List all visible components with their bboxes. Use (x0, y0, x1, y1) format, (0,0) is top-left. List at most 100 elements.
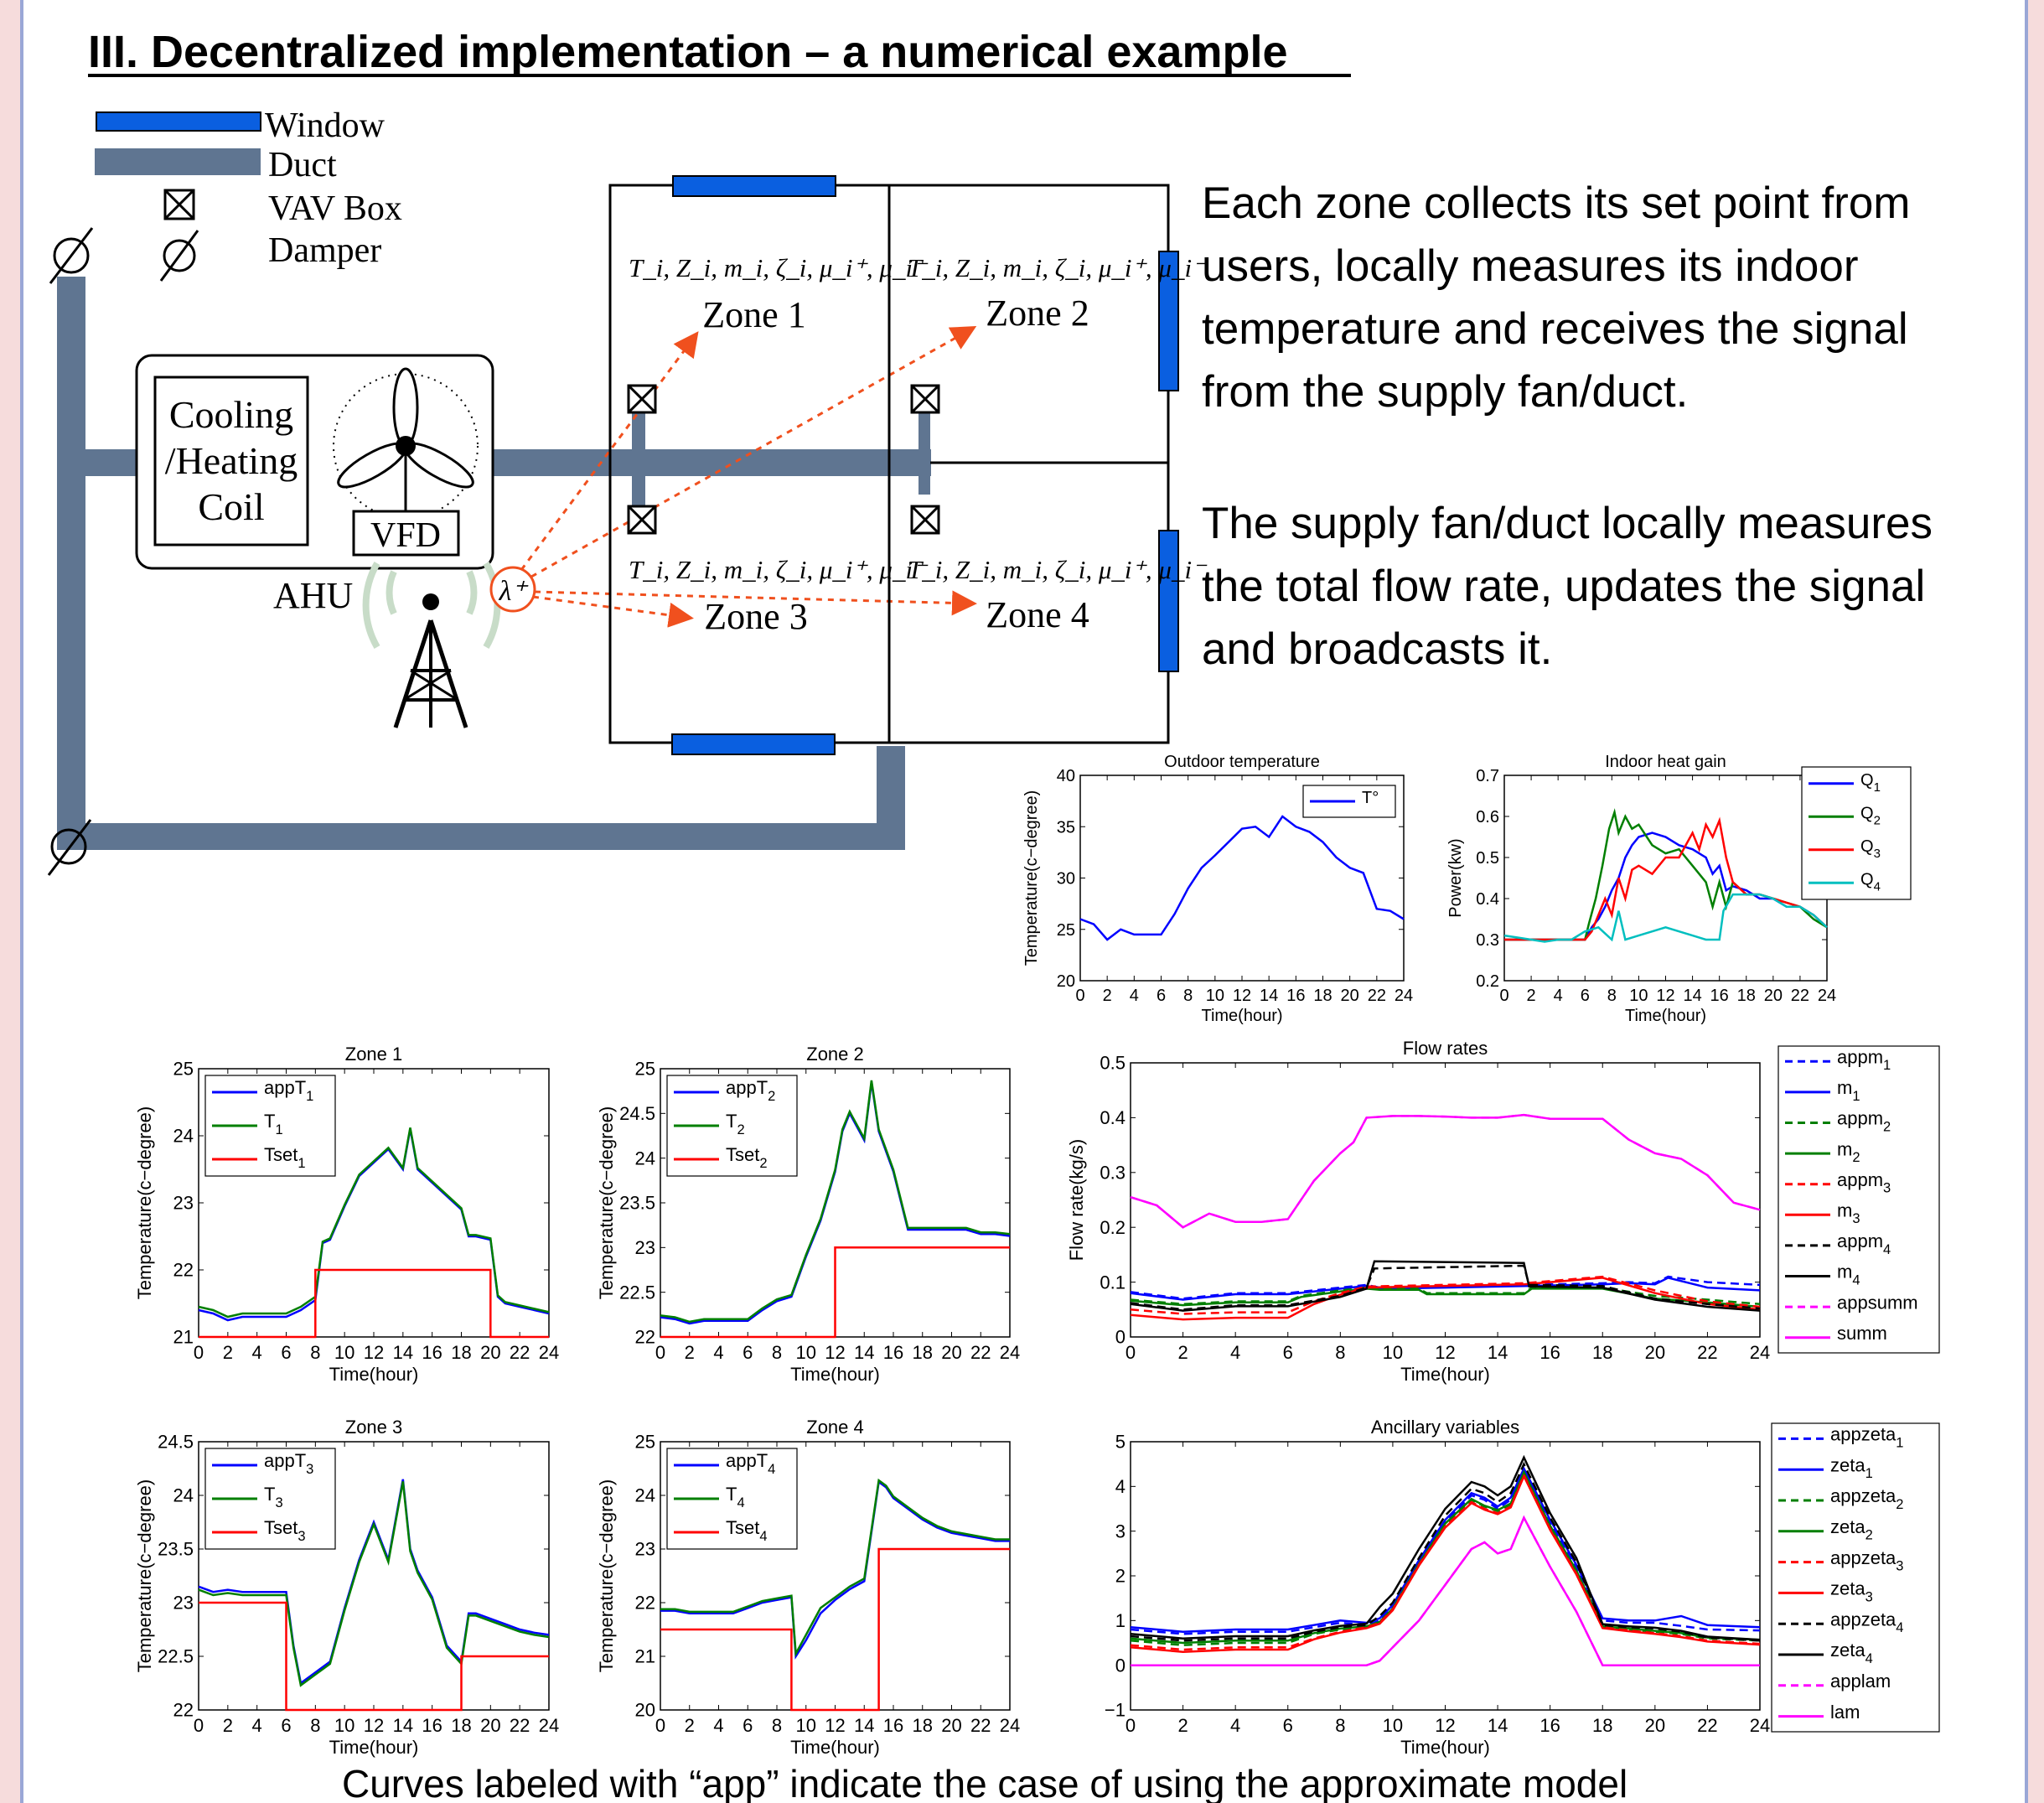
x-tick-label: 14 (1683, 987, 1701, 1005)
x-tick-label: 14 (854, 1342, 874, 1363)
series-line-appT4 (660, 1479, 1010, 1660)
x-tick-label: 10 (334, 1715, 354, 1736)
y-tick-label: 5 (1115, 1432, 1125, 1453)
x-tick-label: 4 (252, 1342, 262, 1363)
y-tick-label: 0.3 (1476, 931, 1499, 950)
x-tick-label: 8 (772, 1342, 782, 1363)
zone-label: Zone 2 (986, 293, 1089, 334)
window-right-lower (1158, 530, 1179, 672)
window-top (672, 175, 836, 197)
x-tick-label: 0 (1499, 987, 1508, 1005)
x-tick-label: 4 (1230, 1715, 1240, 1736)
vfd-label: VFD (370, 516, 441, 555)
y-tick-label: 35 (1057, 818, 1075, 837)
legend-label: appT2 (726, 1077, 775, 1104)
x-tick-label: 6 (1157, 987, 1166, 1005)
legend-label: appm2 (1837, 1108, 1891, 1135)
y-tick-label: 24 (173, 1485, 194, 1506)
x-tick-label: 14 (854, 1715, 874, 1736)
zone-label: Zone 4 (986, 594, 1089, 635)
y-tick-label: 23.5 (158, 1539, 194, 1560)
chart-title: Flow rates (1403, 1038, 1488, 1059)
legend-label: Tset2 (726, 1144, 768, 1171)
chart-title: Zone 3 (345, 1417, 403, 1438)
x-tick-label: 8 (772, 1715, 782, 1736)
x-axis-label: Time(hour) (790, 1737, 880, 1758)
x-tick-label: 24 (1750, 1342, 1770, 1363)
legend-label: appT1 (264, 1077, 313, 1104)
y-tick-label: 23 (173, 1193, 194, 1214)
x-tick-label: 4 (713, 1715, 723, 1736)
x-tick-label: 8 (1183, 987, 1193, 1005)
legend-damper-label: Damper (268, 231, 381, 270)
x-tick-label: 22 (1791, 987, 1809, 1005)
x-tick-label: 12 (825, 1342, 845, 1363)
description-line: temperature and receives the signal (1202, 304, 1908, 354)
series-line-lam (1131, 1515, 1760, 1666)
y-tick-label: 23 (173, 1593, 194, 1614)
lambda-symbol: λ⁺ (499, 576, 530, 607)
vav-box-icon (910, 505, 940, 535)
x-tick-label: 4 (713, 1342, 723, 1363)
y-tick-label: 40 (1057, 767, 1075, 785)
x-tick-label: 22 (970, 1715, 991, 1736)
x-tick-label: 12 (825, 1715, 845, 1736)
y-axis-label: Temperature(c−degree) (134, 1479, 155, 1673)
x-tick-label: 8 (310, 1715, 320, 1736)
legend-label: m3 (1837, 1200, 1860, 1227)
x-tick-label: 20 (1645, 1715, 1665, 1736)
x-tick-label: 6 (1283, 1342, 1293, 1363)
diagram-legend: Window Duct VAV Box Damper (95, 106, 402, 282)
chart-legend: appzeta1 zeta1 appzeta2 zeta2 appzeta3 zeta3 a… (1771, 1422, 1940, 1733)
y-tick-label: 21 (635, 1646, 655, 1667)
y-tick-label: 22.5 (619, 1282, 655, 1303)
x-tick-label: 14 (393, 1342, 413, 1363)
y-tick-label: 0.4 (1476, 890, 1499, 909)
y-tick-label: 24.5 (158, 1432, 194, 1453)
x-tick-label: 12 (364, 1715, 384, 1736)
fan-icon (333, 367, 479, 519)
y-tick-label: 22.5 (158, 1646, 194, 1667)
y-axis-label: Flow rate(kg/s) (1066, 1139, 1087, 1261)
x-tick-label: 0 (1125, 1342, 1136, 1363)
x-axis-label: Time(hour) (329, 1364, 419, 1385)
y-tick-label: 24 (173, 1126, 194, 1147)
legend-label: appzeta3 (1830, 1547, 1903, 1574)
x-tick-label: 2 (1177, 1342, 1188, 1363)
chart-title: Zone 2 (806, 1044, 864, 1065)
damper-icon (47, 819, 92, 876)
y-tick-label: 0.2 (1100, 1217, 1125, 1238)
series-line-zeta1 (1130, 1466, 1761, 1633)
chart-title: Outdoor temperature (1164, 753, 1320, 771)
x-tick-label: 0 (1125, 1715, 1136, 1736)
antenna-tower-icon (362, 562, 501, 728)
y-tick-label: 4 (1115, 1476, 1125, 1497)
y-tick-label: 0.3 (1100, 1163, 1125, 1184)
zone-variables: T_i, Z_i, m_i, ζ_i, μ_i⁺, μ_i⁻ (908, 253, 1208, 282)
legend-label: Q3 (1860, 837, 1881, 861)
plot-area (1503, 775, 1828, 982)
y-tick-label: 0.7 (1476, 767, 1499, 785)
series-line-Tset3 (199, 1601, 549, 1712)
x-tick-label: 24 (1750, 1715, 1770, 1736)
x-tick-label: 16 (1286, 987, 1305, 1005)
legend-box (1801, 766, 1912, 900)
window-right-upper (1158, 251, 1179, 391)
x-tick-label: 2 (1103, 987, 1112, 1005)
x-tick-label: 16 (422, 1715, 442, 1736)
x-tick-label: 16 (1710, 987, 1729, 1005)
series-line-T° (1079, 815, 1405, 941)
legend-label: appm4 (1837, 1230, 1891, 1257)
legend-label: zeta1 (1830, 1454, 1873, 1481)
y-tick-label: 0.5 (1476, 849, 1499, 868)
x-axis-label: Time(hour) (1201, 1007, 1282, 1025)
y-tick-label: 23 (635, 1539, 655, 1560)
description-fan: The supply fan/duct locally measures the… (1202, 499, 1933, 674)
chart-legend: Q1 Q2 Q3 Q4 (1801, 766, 1912, 900)
series-line-m3 (1130, 1277, 1761, 1321)
x-tick-label: 2 (223, 1342, 233, 1363)
chart-legend: appm1 m1 appm2 m2 appm3 m3 appm4 m4 appsumm summ (1778, 1045, 1940, 1354)
legend-label: T° (1362, 789, 1379, 807)
damper-icon (159, 230, 199, 282)
